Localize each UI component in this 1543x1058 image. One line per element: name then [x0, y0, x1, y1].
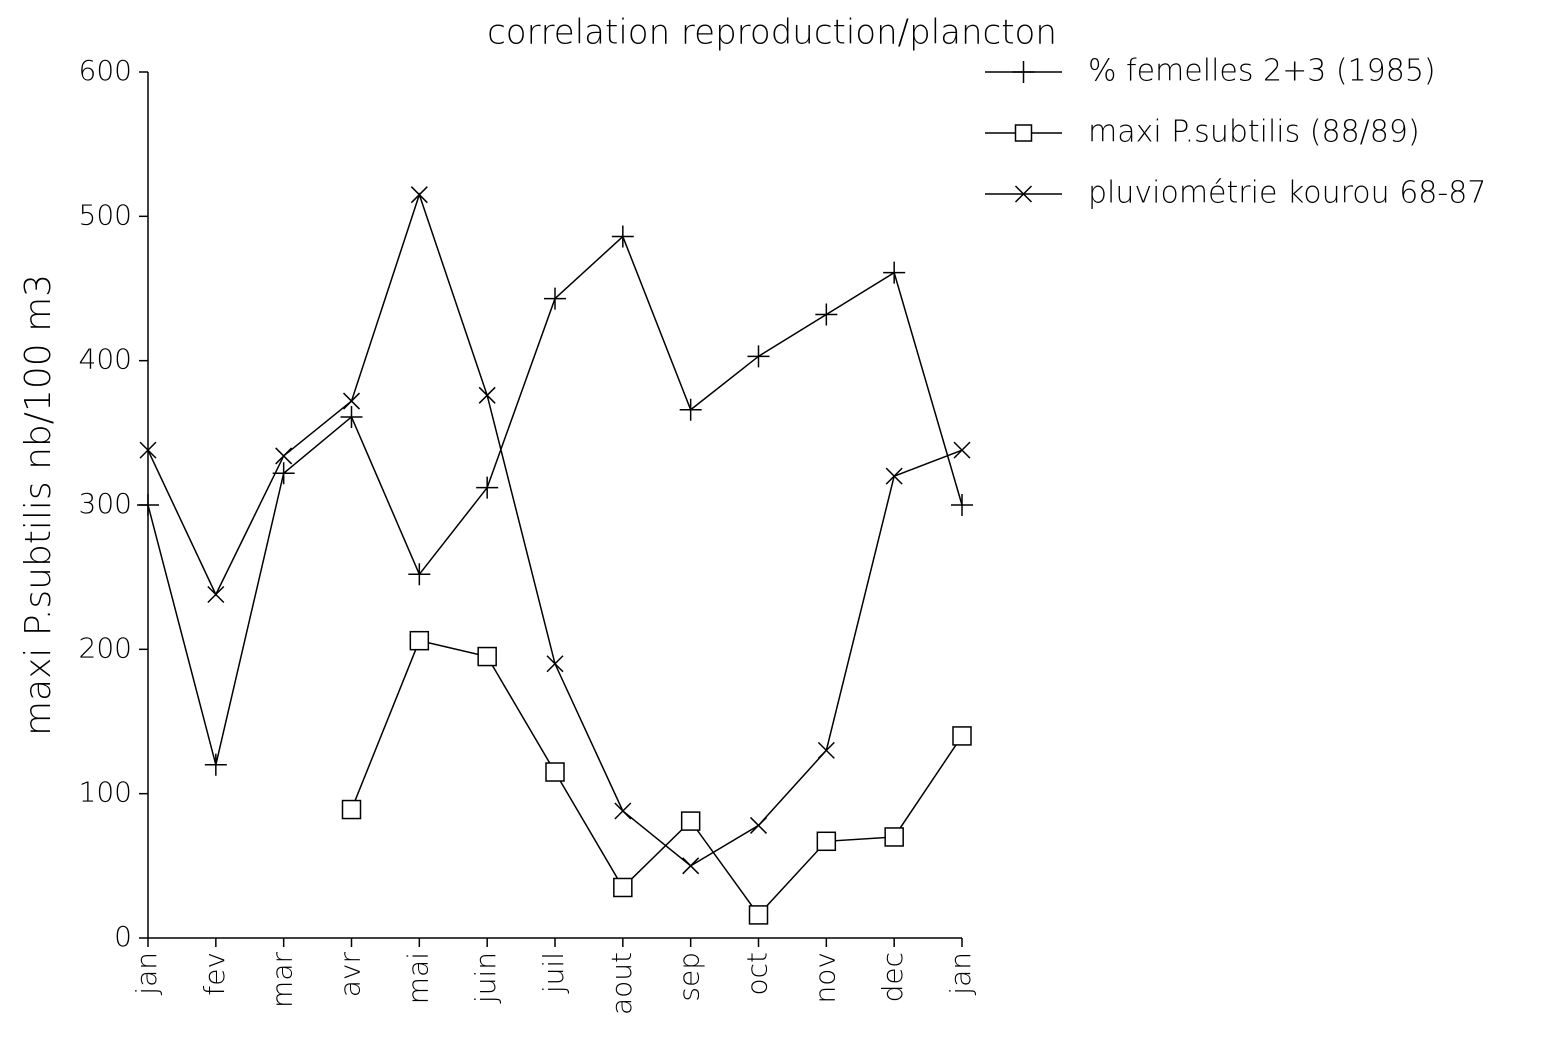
marker-plus [408, 563, 431, 586]
marker-plus [951, 494, 973, 516]
x-tick-label: mai [401, 952, 434, 1004]
x-tick-label: juin [469, 952, 502, 1004]
x-tick-label: mar [266, 952, 299, 1008]
y-tick-label: 0 [114, 920, 132, 953]
marker-plus [883, 261, 906, 284]
x-tick-label: oct [741, 952, 774, 996]
marker-x [139, 441, 157, 459]
marker-square [341, 799, 362, 820]
marker-x [682, 857, 700, 875]
marker-square [816, 831, 837, 852]
legend-label: maxi P.subtilis (88/89) [1088, 115, 1420, 150]
marker-x [885, 467, 903, 485]
marker-square [680, 811, 701, 831]
legend-label: pluviométrie kourou 68-87 [1088, 176, 1486, 211]
marker-x [275, 447, 293, 465]
marker-square [545, 762, 565, 782]
x-tick-label: fev [198, 952, 231, 996]
y-tick-label: 100 [79, 776, 132, 809]
y-axis-label: maxi P.subtilis nb/100 m3 [18, 274, 59, 736]
legend-label: % femelles 2+3 (1985) [1088, 54, 1436, 89]
marker-plus [476, 476, 499, 499]
marker-plus [747, 345, 770, 368]
x-tick-label: aout [605, 952, 638, 1015]
x-tick-label: dec [876, 952, 909, 1002]
marker-x [953, 441, 971, 459]
legend-marker [1014, 185, 1033, 203]
chart-title: correlation reproduction/plancton [487, 13, 1057, 53]
y-tick-label: 400 [79, 343, 132, 376]
marker-plus [340, 405, 363, 428]
marker-x [342, 392, 361, 410]
marker-plus [679, 398, 702, 421]
x-tick-label: juil [537, 952, 570, 994]
marker-square [409, 630, 430, 651]
marker-plus [137, 494, 159, 516]
legend-marker [1012, 61, 1035, 83]
marker-square [748, 905, 769, 925]
y-tick-label: 300 [79, 487, 132, 520]
marker-x [478, 386, 496, 404]
marker-square [477, 646, 497, 667]
x-tick-label: jan [944, 952, 977, 996]
marker-x [614, 802, 632, 820]
marker-plus [611, 225, 634, 248]
marker-square [884, 827, 904, 847]
x-tick-label: nov [808, 952, 841, 1003]
marker-x [817, 741, 835, 759]
x-tick-label: avr [334, 952, 367, 998]
marker-x [546, 655, 564, 673]
x-tick-label: jan [130, 952, 163, 996]
marker-plus [272, 462, 295, 485]
marker-square [613, 877, 633, 898]
x-tick-label: sep [673, 952, 706, 1002]
marker-x [749, 816, 768, 834]
y-tick-label: 200 [79, 631, 132, 664]
y-tick-label: 500 [79, 198, 132, 231]
marker-x [410, 186, 428, 204]
marker-plus [544, 287, 566, 310]
marker-x [207, 585, 225, 604]
marker-square [952, 726, 972, 746]
marker-plus [204, 753, 227, 776]
series-line [350, 639, 963, 917]
y-tick-label: 600 [79, 54, 132, 87]
marker-plus [815, 303, 838, 326]
legend-marker [1014, 124, 1033, 142]
